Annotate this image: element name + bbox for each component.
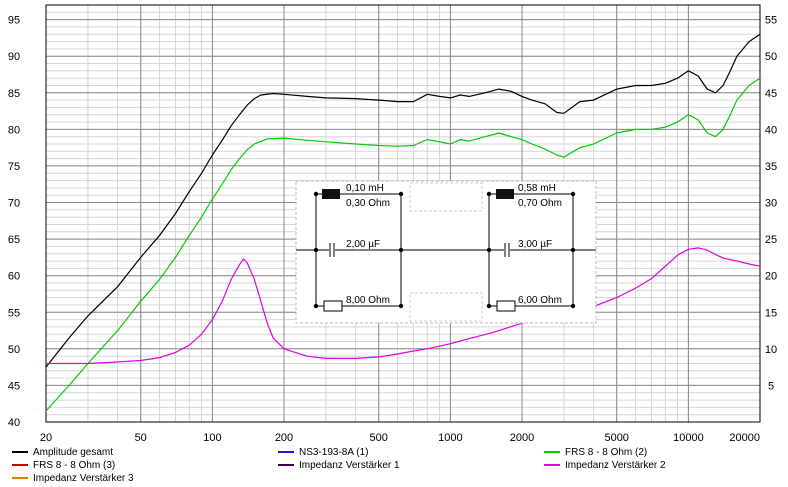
junction-dots xyxy=(313,191,576,309)
x-tick-label: 20 xyxy=(40,432,52,444)
y-left-tick-label: 65 xyxy=(8,234,20,246)
y-right-tick-label: 35 xyxy=(765,161,777,173)
legend-entry: FRS 8 - 8 Ohm (3) xyxy=(12,459,115,472)
y-left-tick-label: 90 xyxy=(8,51,20,63)
legend-label: Impedanz Verstärker 3 xyxy=(33,473,134,484)
x-tick-label: 500 xyxy=(370,432,388,444)
legend-label: FRS 8 - 8 Ohm (3) xyxy=(33,460,116,471)
legend-entry: Impedanz Verstärker 1 xyxy=(278,459,400,472)
x-tick-label: 20000 xyxy=(729,432,760,444)
right-inductor-resistance: 0,70 Ohm xyxy=(518,198,562,209)
legend-label: Impedanz Verstärker 2 xyxy=(565,460,666,471)
frequency-response-chart: 20 50 100 200 500 1000 2000 5000 10000 20000 40 45… xyxy=(7,4,778,444)
legend-label: FRS 8 - 8 Ohm (2) xyxy=(565,447,648,458)
series-line-2 xyxy=(46,247,761,365)
y-right-tick-label: 25 xyxy=(765,234,777,246)
x-tick-label: 1000 xyxy=(438,432,462,444)
y-right-tick-label: 10 xyxy=(765,344,777,356)
legend-swatch xyxy=(278,464,294,467)
left-inductor-value: 0,10 mH xyxy=(346,183,384,194)
legend-swatch xyxy=(12,464,28,467)
y-right-tick-label: 30 xyxy=(765,198,777,210)
y-left-tick-label: 50 xyxy=(8,344,20,356)
legend-label: NS3-193-8A (1) xyxy=(299,447,369,458)
y-right-tick-label: 20 xyxy=(765,271,777,283)
legend-swatch xyxy=(12,451,28,454)
y-left-tick-label: 70 xyxy=(8,198,20,210)
plot-border xyxy=(45,4,761,423)
y-left-tick-label: 40 xyxy=(8,417,20,429)
x-tick-label: 10000 xyxy=(673,432,704,444)
x-tick-label: 5000 xyxy=(604,432,628,444)
capacitor-symbol-left xyxy=(329,243,335,257)
capacitor-symbol-right xyxy=(504,243,510,257)
crossover-schematic: 0,10 mH 0,30 Ohm 2,00 µF 8,00 Ohm 0,58 m… xyxy=(295,180,597,324)
x-tick-label: 200 xyxy=(275,432,293,444)
legend-label: Amplitude gesamt xyxy=(33,447,114,458)
y-left-tick-label: 60 xyxy=(8,271,20,283)
legend-entry: FRS 8 - 8 Ohm (2) xyxy=(544,446,647,459)
right-capacitor-value: 3,00 µF xyxy=(518,239,552,250)
x-tick-label: 50 xyxy=(135,432,147,444)
legend-entry: Impedanz Verstärker 2 xyxy=(544,459,666,472)
legend-swatch xyxy=(278,451,294,454)
y-left-tick-label: 75 xyxy=(8,161,20,173)
y-left-tick-label: 95 xyxy=(8,15,20,27)
resistor-symbol-right xyxy=(496,300,516,312)
y-left-tick-label: 55 xyxy=(8,307,20,319)
series-line-1 xyxy=(45,77,761,412)
left-inductor-resistance: 0,30 Ohm xyxy=(346,198,390,209)
placeholder-box-top xyxy=(409,182,483,212)
schematic-background xyxy=(296,181,596,323)
inductor-symbol-left xyxy=(322,189,340,199)
legend-swatch xyxy=(544,451,560,454)
y-left-tick-label: 85 xyxy=(8,88,20,100)
y-right-tick-label: 15 xyxy=(765,307,777,319)
y-left-tick-label: 45 xyxy=(8,380,20,392)
y-left-tick-labels: 40 45 50 55 60 65 70 75 80 85 90 95 xyxy=(8,15,20,429)
legend-entry: NS3-193-8A (1) xyxy=(278,446,368,459)
schematic-border xyxy=(295,180,597,324)
y-right-tick-label: 50 xyxy=(765,51,777,63)
inductor-symbol-right xyxy=(496,189,514,199)
x-tick-label: 100 xyxy=(203,432,221,444)
y-right-tick-label: 55 xyxy=(765,15,777,27)
right-inductor-value: 0,58 mH xyxy=(518,183,556,194)
x-tick-label: 2000 xyxy=(510,432,534,444)
series-line-0 xyxy=(45,33,761,368)
series-lines xyxy=(45,33,761,412)
y-right-tick-label: 5 xyxy=(768,380,774,392)
legend-swatch xyxy=(544,464,560,467)
x-tick-labels: 20 50 100 200 500 1000 2000 5000 10000 20000 xyxy=(40,432,760,444)
y-right-tick-labels: 5 10 15 20 25 30 35 40 45 50 55 xyxy=(765,15,777,393)
right-resistor-value: 6,00 Ohm xyxy=(518,295,562,306)
resistor-symbol-left xyxy=(323,300,343,312)
y-left-tick-label: 80 xyxy=(8,124,20,136)
left-resistor-value: 8,00 Ohm xyxy=(346,295,390,306)
y-right-tick-label: 45 xyxy=(765,88,777,100)
y-right-tick-label: 40 xyxy=(765,124,777,136)
left-capacitor-value: 2,00 µF xyxy=(346,239,380,250)
legend-entry: Impedanz Verstärker 3 xyxy=(12,472,134,485)
legend-label: Impedanz Verstärker 1 xyxy=(299,460,400,471)
placeholder-box-bottom xyxy=(409,292,483,322)
chart-legend: Amplitude gesamt NS3-193-8A (1) FRS 8 - 8 … xyxy=(0,446,788,487)
legend-entry: Amplitude gesamt xyxy=(12,446,113,459)
legend-swatch xyxy=(12,477,28,480)
